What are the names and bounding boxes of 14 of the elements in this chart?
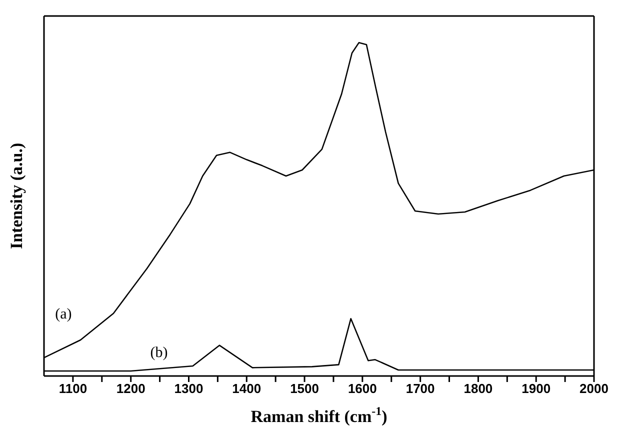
- x-tick-label: 1600: [348, 381, 377, 396]
- y-axis-title: Intensity (a.u.): [7, 142, 26, 250]
- x-tick-label: 1100: [58, 381, 88, 396]
- x-tick-label: 1400: [232, 381, 262, 396]
- x-tick-label: 1300: [174, 381, 204, 396]
- x-tick-label: 1200: [116, 381, 146, 396]
- x-tick-label: 2000: [580, 381, 608, 396]
- series-label: (b): [150, 345, 168, 361]
- x-tick-label: 1700: [406, 381, 435, 396]
- series-label: (a): [55, 306, 72, 322]
- x-tick-label: 1500: [290, 381, 319, 396]
- x-axis-title: Raman shift (cm$^{-1}$): [250, 404, 388, 426]
- x-tick-label: 1800: [464, 381, 493, 396]
- x-tick-label: 1900: [522, 381, 551, 396]
